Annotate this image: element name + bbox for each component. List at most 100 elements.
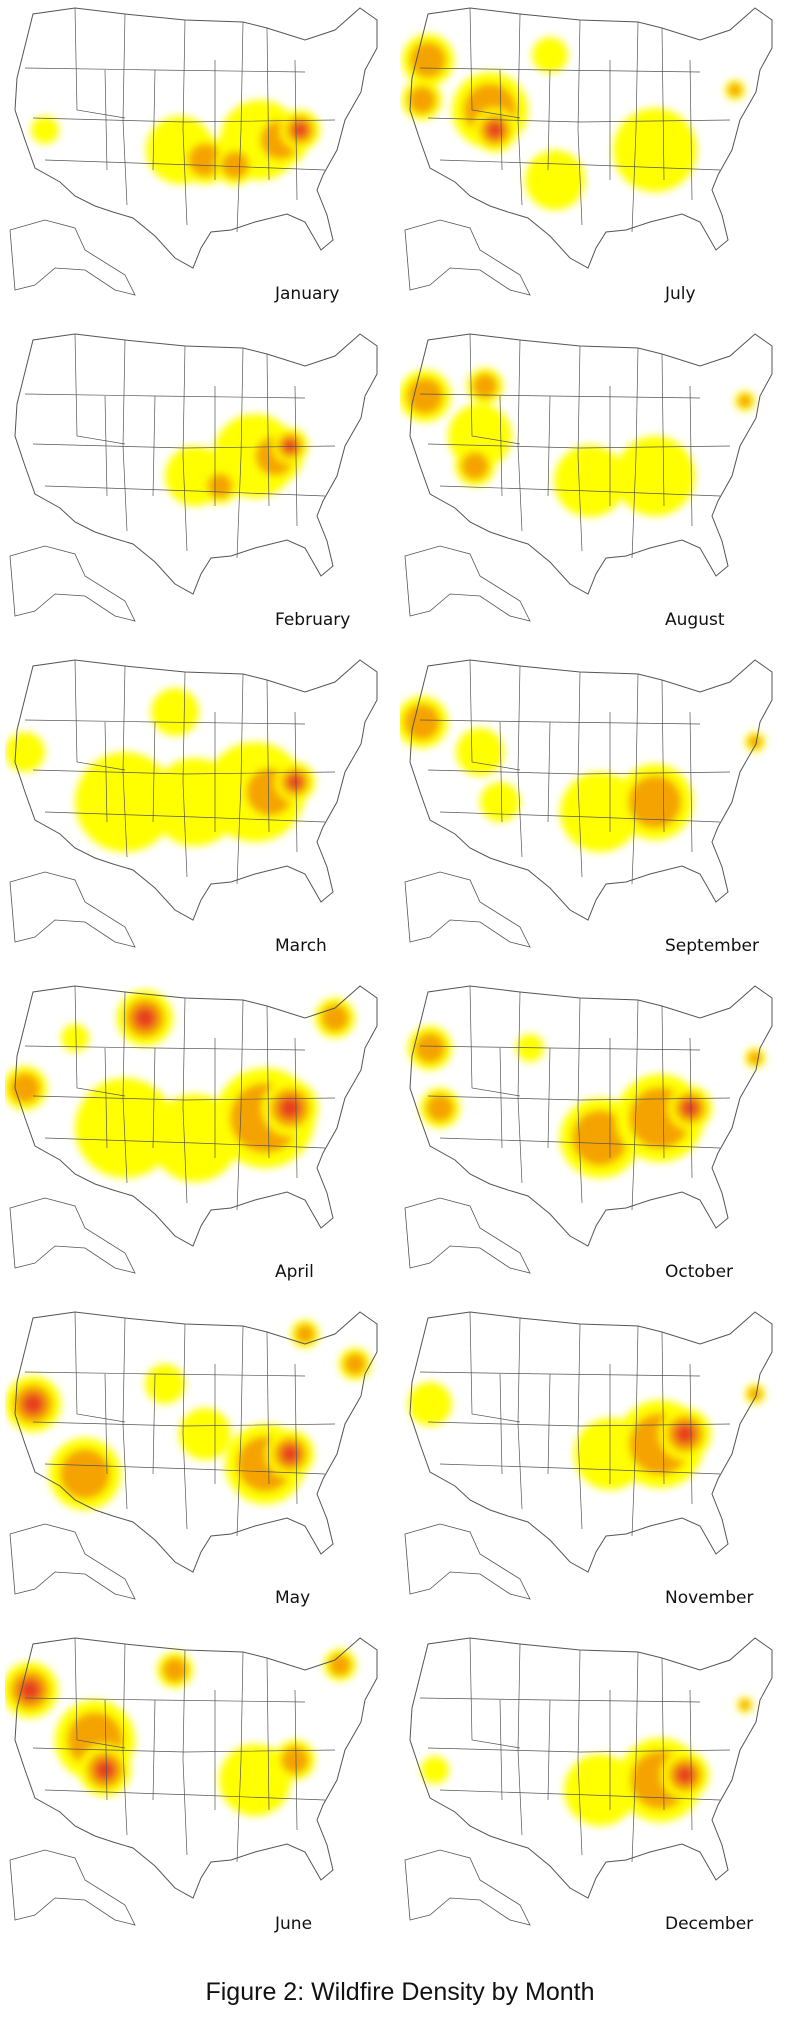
density-blob <box>406 377 444 415</box>
us-density-map <box>5 985 378 1274</box>
state-border <box>689 1037 693 1179</box>
density-blob <box>145 1364 185 1404</box>
alaska-outline <box>9 1197 136 1274</box>
state-border <box>661 679 665 833</box>
state-border <box>439 485 721 497</box>
alaska-outline <box>404 1849 531 1926</box>
density-blob <box>525 150 585 210</box>
state-border <box>577 1323 583 1530</box>
state-border <box>44 159 326 171</box>
density-blob <box>564 1754 636 1826</box>
density-blob <box>151 688 199 736</box>
alaska-outline <box>404 1197 531 1274</box>
month-map-panel: January <box>5 0 400 325</box>
state-borders <box>419 1637 731 1863</box>
alaska-outline <box>9 1849 136 1926</box>
state-border <box>419 719 701 725</box>
state-border <box>122 665 128 858</box>
state-border <box>122 1317 128 1510</box>
density-layer <box>402 34 745 210</box>
state-border <box>152 1699 156 1801</box>
density-blob <box>414 1032 446 1064</box>
state-border <box>439 1137 721 1149</box>
state-border <box>631 1325 639 1537</box>
state-border <box>517 991 523 1184</box>
state-border <box>439 159 721 171</box>
state-borders <box>24 659 336 885</box>
density-blob <box>321 1004 349 1032</box>
density-layer <box>421 1697 753 1826</box>
alaska-outline <box>404 871 531 948</box>
us-density-map <box>404 985 773 1274</box>
state-border <box>661 1657 665 1811</box>
state-border <box>24 393 306 399</box>
us-outline <box>14 1311 378 1573</box>
state-border <box>517 1643 523 1836</box>
alaska-outline <box>9 871 136 948</box>
month-label: December <box>665 1914 754 1934</box>
state-border <box>631 999 639 1211</box>
us-outline <box>409 333 773 595</box>
alaska-outline <box>404 219 531 296</box>
state-border <box>439 811 721 823</box>
month-map-panel: May <box>5 1304 400 1629</box>
density-blob <box>281 1746 309 1774</box>
month-label: February <box>275 610 351 630</box>
state-border <box>469 333 521 445</box>
density-blob <box>343 1352 367 1376</box>
density-blob <box>75 752 175 852</box>
density-blob <box>292 122 308 138</box>
density-blob <box>472 373 498 399</box>
state-border <box>32 443 336 449</box>
density-blob <box>728 83 742 97</box>
state-border <box>32 117 336 123</box>
state-border <box>499 395 503 497</box>
state-border <box>427 443 731 449</box>
state-border <box>32 769 336 775</box>
state-border <box>689 711 693 853</box>
state-border <box>517 1317 523 1510</box>
month-label: January <box>275 284 340 304</box>
state-border <box>182 1323 188 1530</box>
state-border <box>499 69 503 171</box>
state-border <box>104 69 108 171</box>
month-label: June <box>275 1914 313 1934</box>
state-border <box>439 1789 721 1801</box>
state-border <box>469 1637 521 1749</box>
us-outline <box>14 659 378 921</box>
density-blob <box>221 151 249 179</box>
us-density-map <box>400 659 773 948</box>
state-border <box>152 1373 156 1475</box>
state-border <box>32 1095 336 1101</box>
state-border <box>236 347 244 559</box>
us-outline <box>409 1311 773 1573</box>
state-border <box>44 485 326 497</box>
density-blob <box>613 108 697 192</box>
month-map-panel: April <box>5 978 400 1303</box>
density-blob <box>282 438 298 454</box>
density-blob <box>674 1423 696 1445</box>
density-blob <box>681 1099 699 1117</box>
month-label: April <box>275 1262 314 1282</box>
state-border <box>236 1651 244 1863</box>
density-layer <box>31 100 320 185</box>
density-layer <box>5 688 315 852</box>
state-border <box>104 395 108 497</box>
month-map-panel: June <box>5 1630 400 1955</box>
state-border <box>182 1649 188 1856</box>
density-blob <box>408 86 436 114</box>
density-blob <box>21 1392 45 1416</box>
density-blob <box>162 1657 188 1683</box>
state-border <box>266 679 270 833</box>
state-border <box>419 393 701 399</box>
density-blob <box>426 1094 454 1122</box>
density-blob <box>61 1024 89 1052</box>
state-border <box>689 59 693 201</box>
state-borders <box>24 1311 336 1537</box>
density-layer <box>5 1320 371 1510</box>
state-border <box>294 1363 298 1505</box>
density-blob <box>628 775 682 829</box>
state-border <box>104 721 108 823</box>
density-blob <box>748 1387 762 1401</box>
state-border <box>152 395 156 497</box>
